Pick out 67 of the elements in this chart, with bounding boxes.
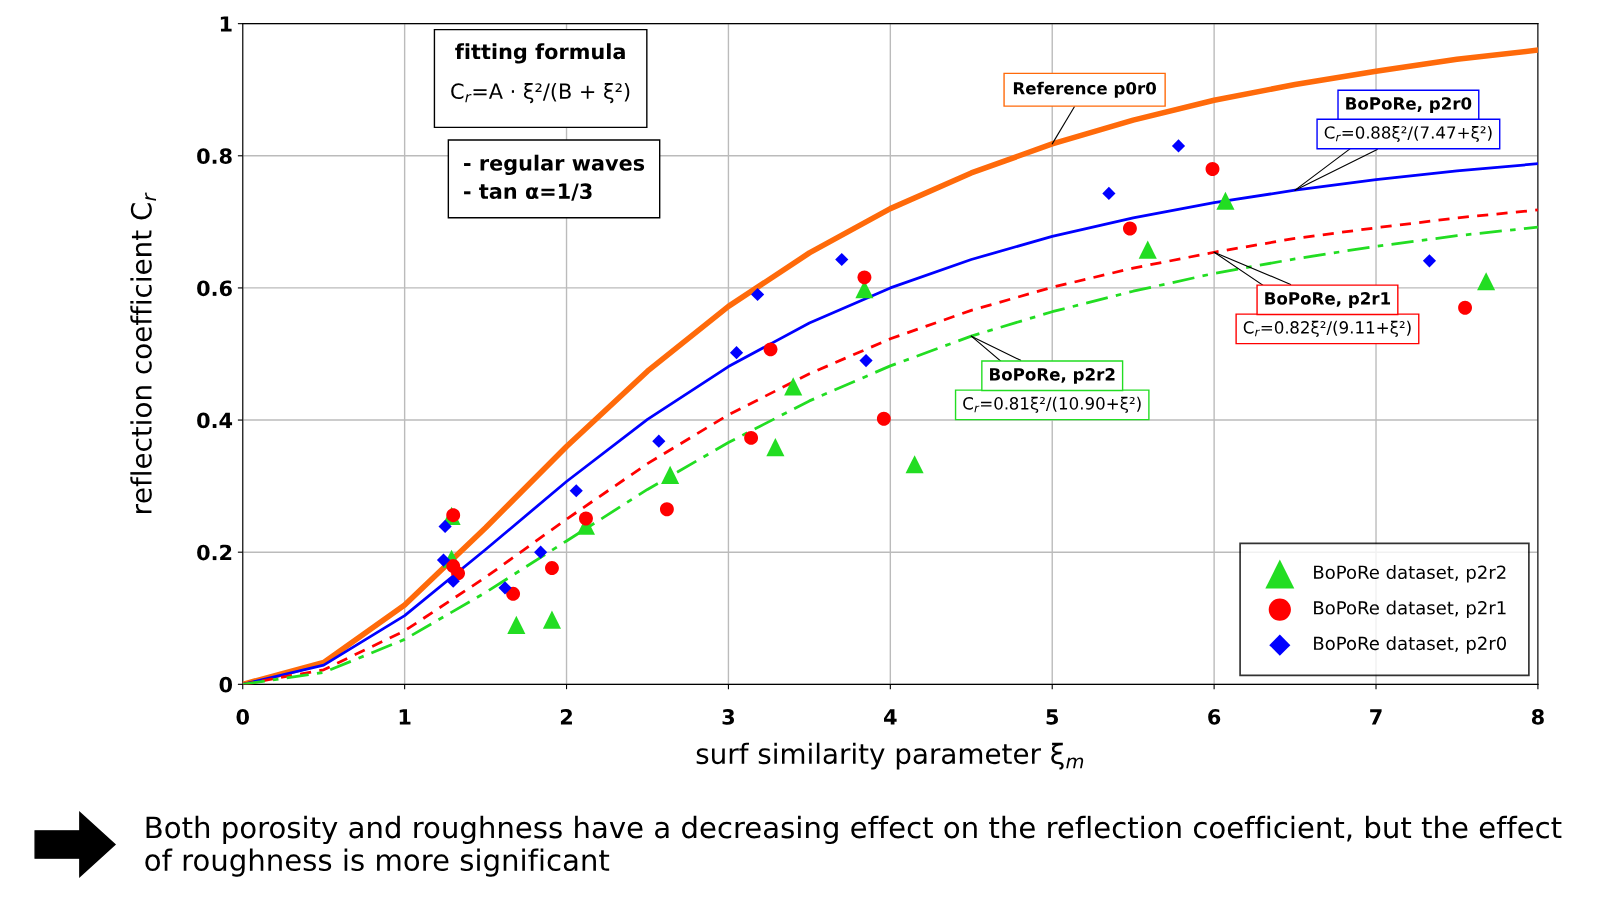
y-tick-label: 0: [219, 676, 233, 693]
point: [1205, 162, 1220, 176]
point: [1216, 191, 1235, 210]
x-tick-label: 4: [884, 709, 897, 725]
point: [506, 586, 521, 601]
point: [744, 430, 759, 445]
y-tick-label: 0.6: [197, 280, 232, 297]
annotation: fitting formula: [455, 43, 625, 64]
point: [784, 377, 803, 396]
point: [498, 581, 512, 595]
y-tick-label: 0.8: [197, 148, 232, 164]
legend-label: BoPoRe dataset, p2r0: [1314, 636, 1507, 654]
x-tick-label: 0: [236, 708, 249, 725]
point: [507, 615, 526, 634]
text: BoPoRe, p2r2: [990, 368, 1115, 384]
text: BoPoRe, p2r1: [1265, 292, 1391, 308]
y-axis-title: reflection coefficient C$_{r}$: [130, 192, 156, 513]
point: [1122, 221, 1137, 236]
x-tick-label: 7: [1370, 709, 1382, 725]
point: [446, 508, 461, 523]
x-axis-title: surf similarity parameter ξ$_{m}$: [696, 742, 1084, 770]
point: [534, 545, 548, 559]
point: [763, 342, 778, 357]
x-tick-label: 5: [1046, 709, 1059, 725]
point: [1102, 186, 1116, 201]
point: [835, 252, 849, 267]
point: [905, 455, 924, 474]
y-tick-label: 1: [220, 16, 232, 32]
point: [1138, 240, 1157, 259]
point: [451, 566, 466, 581]
x-tick-label: 3: [722, 708, 735, 725]
point: [652, 434, 666, 448]
legend-label: BoPoRe dataset, p2r2: [1314, 565, 1506, 583]
point: [659, 502, 674, 517]
legend-label: BoPoRe dataset, p2r1: [1314, 600, 1506, 619]
point: [569, 484, 583, 498]
point: [661, 465, 680, 484]
x-tick-label: 6: [1208, 709, 1221, 725]
point: [1171, 139, 1186, 153]
x-tick-label: 8: [1531, 708, 1544, 725]
series-label: Reference p0r0: [1013, 81, 1157, 98]
point: [446, 574, 460, 588]
y-tick-label: 0.2: [197, 544, 232, 561]
point: [545, 561, 559, 575]
y-tick-label: 0.4: [197, 412, 233, 429]
annotation: C$_{r}$=A · ξ²/(B + ξ²): [451, 82, 630, 104]
text: Both porosity and roughness have a decreasing effect on the reflection coefficient, but the effect of roughness is more significant: [145, 815, 1562, 877]
point: [1422, 254, 1437, 268]
point: [542, 610, 562, 629]
annotation: C$_{r}$=0.82ξ²/(9.11+ξ²): [1243, 320, 1411, 337]
point: [857, 270, 872, 285]
point: [859, 354, 873, 368]
point: [436, 553, 451, 567]
point: [876, 411, 891, 426]
point: [729, 346, 744, 360]
point: [750, 287, 765, 302]
point: [1458, 300, 1472, 315]
point: [438, 519, 452, 534]
point: [766, 438, 785, 457]
text: BoPoRe, p2r0: [1346, 97, 1472, 113]
x-tick-label: 2: [560, 708, 572, 725]
point: [1477, 272, 1496, 291]
annotation: C$_{r}$=0.88ξ²/(7.47+ξ²): [1324, 125, 1492, 143]
x-tick-label: 1: [399, 709, 411, 725]
annotation: C$_{r}$=0.81ξ²/(10.90+ξ²): [963, 396, 1141, 413]
annotation: - regular waves - tan α=1/3: [464, 154, 645, 201]
point: [579, 511, 593, 526]
